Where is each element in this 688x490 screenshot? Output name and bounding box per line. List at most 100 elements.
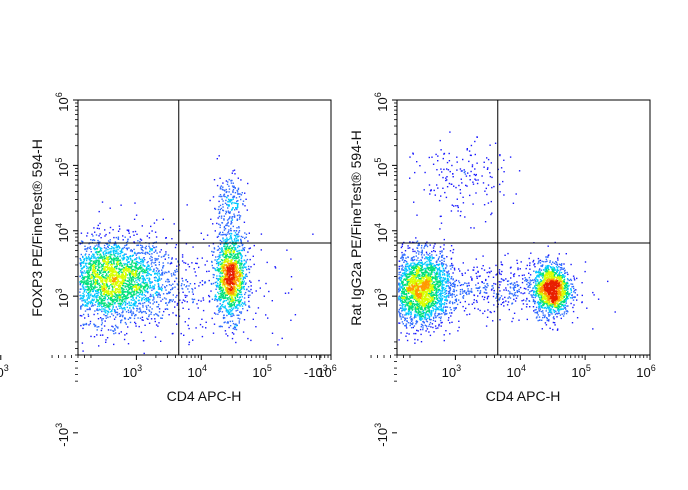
event-dot [186, 204, 188, 206]
event-dot [237, 300, 239, 303]
event-dot [234, 305, 237, 308]
event-dot [240, 266, 242, 268]
event-dot [260, 233, 263, 235]
event-dot [242, 267, 244, 270]
event-dot [162, 293, 165, 295]
event-dot [121, 319, 123, 321]
event-dot [136, 287, 138, 289]
event-dot [416, 263, 419, 265]
event-dot [201, 280, 204, 282]
event-dot [114, 301, 116, 304]
event-dot [410, 262, 412, 265]
event-dot [112, 274, 114, 276]
event-dot [430, 299, 433, 301]
event-dot [80, 264, 82, 267]
event-dot [151, 253, 153, 255]
event-dot [127, 268, 129, 270]
event-dot [94, 310, 96, 312]
event-dot [105, 266, 108, 269]
event-dot [229, 262, 231, 264]
event-dot [117, 260, 120, 263]
event-dot [234, 255, 236, 258]
event-dot [222, 270, 225, 272]
event-dot [167, 302, 170, 304]
event-dot [134, 285, 137, 287]
event-dot [92, 260, 95, 263]
event-dot [94, 245, 96, 247]
event-dot [135, 322, 137, 325]
event-dot [227, 221, 229, 223]
event-dot [81, 280, 83, 282]
event-dot [231, 320, 234, 322]
event-dot [116, 294, 118, 296]
event-dot [129, 284, 131, 286]
event-dot [243, 276, 246, 278]
event-dot [231, 216, 233, 218]
event-dot [102, 280, 104, 282]
event-dot [229, 303, 231, 305]
event-dot [220, 281, 222, 283]
event-dot [232, 186, 235, 189]
event-dot [477, 282, 479, 284]
event-dot [114, 281, 116, 283]
event-dot [238, 301, 240, 303]
event-dot [238, 278, 240, 281]
event-dot [406, 332, 408, 334]
event-dot [89, 291, 91, 293]
event-dot [82, 256, 84, 258]
event-dot [158, 292, 160, 294]
event-dot [101, 310, 103, 312]
event-dot [434, 325, 437, 327]
event-dot [232, 170, 234, 172]
event-dot [415, 316, 417, 318]
event-dot [225, 273, 227, 276]
event-dot [232, 288, 234, 290]
event-dot [102, 260, 104, 263]
event-dot [225, 258, 227, 261]
event-dot [239, 289, 242, 291]
event-dot [136, 264, 139, 266]
event-dot [110, 269, 112, 271]
event-dot [232, 289, 234, 291]
event-dot [91, 288, 94, 291]
event-dot [120, 320, 122, 322]
event-dot [419, 295, 421, 298]
event-dot [228, 275, 230, 277]
event-dot [135, 290, 138, 292]
event-dot [240, 298, 242, 301]
event-dot [90, 257, 93, 259]
event-dot [119, 315, 121, 318]
event-dot [121, 257, 123, 259]
event-dot [113, 261, 115, 264]
event-dot [152, 294, 154, 296]
event-dot [86, 262, 88, 265]
event-dot [233, 246, 235, 249]
event-dot [236, 271, 238, 273]
event-dot [402, 272, 405, 274]
event-dot [131, 287, 134, 289]
event-dot [98, 309, 101, 311]
event-dot [228, 260, 230, 262]
event-dot [112, 287, 114, 289]
event-dot [223, 245, 225, 248]
event-dot [88, 268, 90, 270]
event-dot [247, 294, 250, 297]
event-dot [91, 285, 93, 288]
event-dot [114, 241, 117, 243]
event-dot [143, 352, 145, 355]
event-dot [237, 254, 239, 256]
event-dot [175, 296, 177, 298]
event-dot [122, 302, 125, 304]
event-dot [224, 254, 227, 256]
event-dot [155, 301, 158, 303]
event-dot [139, 258, 141, 261]
event-dot [134, 267, 136, 269]
event-dot [230, 305, 233, 307]
event-dot [422, 328, 424, 331]
event-dot [129, 317, 131, 319]
event-dot [441, 281, 443, 284]
event-dot [142, 276, 144, 278]
event-dot [103, 269, 105, 271]
event-dot [111, 283, 113, 286]
event-dot [130, 280, 132, 282]
